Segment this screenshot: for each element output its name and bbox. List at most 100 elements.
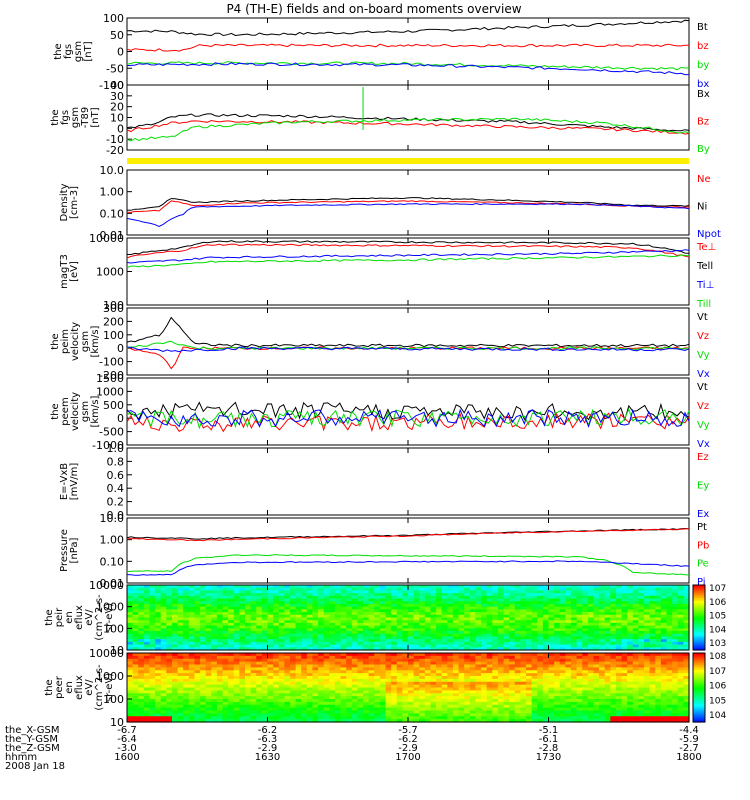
y-axis-label-4: thepeimvelocitygsm[km/s] (50, 322, 101, 361)
ephemeris-label: the_X-GSM (5, 725, 59, 736)
legend-label-Pt: Pt (697, 522, 707, 533)
series-line-Vt (126, 401, 690, 422)
series-line-Bz (126, 119, 690, 135)
y-axis-label-line: eV/ (84, 609, 95, 626)
legend-label-Vy: Vy (697, 350, 710, 361)
y-axis-label-line: E=-VxB (59, 463, 70, 500)
colorbar-tick: 106 (709, 682, 726, 692)
y-tick-label: 10000 (89, 232, 124, 245)
colorbar-cell-8 (693, 599, 705, 602)
spectrogram-9 (127, 653, 690, 723)
series-line-Bx (126, 113, 690, 132)
legend-label-Vx: Vx (697, 369, 710, 380)
y-tick-label: 0.0 (107, 509, 125, 522)
colorbar-cell-9 (693, 718, 705, 721)
colorbar-cell-8 (693, 607, 705, 610)
y-tick-label: 20 (110, 101, 124, 114)
legend-label-Tell: Tell (696, 261, 713, 272)
colorbar-cell-8 (693, 624, 705, 627)
colorbar-cell-8 (693, 609, 705, 612)
colorbar-tick: 105 (709, 612, 726, 622)
colorbar-cell-9 (693, 711, 705, 714)
colorbar-cell-8 (693, 602, 705, 606)
y-axis-label-line: Pressure (59, 529, 70, 572)
y-axis-label-line: [nT] (83, 41, 94, 61)
y-tick-label: 10.0 (100, 164, 125, 177)
colorbar-cell-8 (693, 648, 705, 651)
colorbar-cell-8 (693, 619, 705, 622)
legend-label-bx: bx (697, 79, 709, 90)
colorbar-cell-9 (693, 690, 705, 694)
colorbar-cell-9 (693, 665, 705, 668)
y-axis-label-line: gsm (80, 331, 91, 352)
y-axis-label-line: gsm (73, 41, 84, 62)
ephemeris-value: -2.8 (539, 743, 559, 754)
y-axis-label-0: thefgsgsm[nT] (53, 41, 94, 62)
panel-frame-1 (126, 84, 690, 151)
y-tick-label: -500 (99, 426, 124, 439)
y-axis-label-line: eflux (74, 675, 85, 700)
y-axis-label-line: eV/ (84, 679, 95, 696)
y-axis-label-2: Density[cm-3] (59, 183, 80, 221)
panel-frame-0 (126, 17, 690, 86)
series-line-Tell (127, 240, 690, 255)
ephemeris-value: -6.3 (258, 734, 278, 745)
colorbar-cell-9 (693, 668, 705, 671)
ephemeris-value: -5.7 (398, 725, 418, 736)
colorbar-cell-8 (693, 593, 705, 596)
legend-label-Bz: Bz (697, 117, 709, 128)
y-tick-label: 1000 (96, 670, 124, 683)
y-axis-label-line: (cm^2-s- (94, 594, 105, 641)
colorbar-cell-9 (693, 666, 705, 670)
colorbar-cell-9 (693, 687, 705, 690)
y-axis-label-line: [eV] (69, 261, 80, 282)
colorbar-cell-9 (693, 720, 705, 723)
colorbar-cell-8 (693, 612, 705, 615)
legend-label-Vz: Vz (697, 401, 709, 412)
panel-frame-2 (126, 169, 690, 236)
y-tick-label: 0 (117, 122, 124, 135)
colorbar-cell-8 (693, 594, 705, 597)
y-tick-label: 30 (110, 90, 124, 103)
y-axis-label-7: Pressure[nPa] (59, 529, 80, 572)
legend-label-Ey: Ey (697, 481, 709, 492)
y-axis-label-line: gsm (70, 107, 81, 128)
colorbar-tick: 108 (709, 652, 726, 662)
y-tick-label: -100 (99, 356, 124, 369)
series-line-Te⊥ (126, 243, 690, 259)
colorbar-cell-8 (693, 604, 705, 607)
series-line-Vy (126, 340, 690, 351)
y-axis-label-3: magT3[eV] (59, 254, 80, 289)
y-tick-label: 10 (110, 644, 124, 657)
colorbar-cell-9 (693, 658, 705, 661)
ephemeris-value: 1630 (255, 752, 280, 763)
series-line-By (126, 117, 690, 142)
ephemeris-value: -2.9 (258, 743, 278, 754)
colorbar-cell-9 (693, 661, 705, 664)
y-tick-label: 1500 (96, 372, 124, 385)
y-axis-label-line: en (64, 681, 75, 694)
colorbar-cell-9 (693, 670, 705, 673)
y-axis-label-line: peer (54, 675, 65, 699)
colorbar-cell-9 (693, 671, 705, 675)
chart-title: P4 (TH-E) fields and on-board moments ov… (226, 2, 521, 16)
colorbar-cell-9 (693, 663, 705, 666)
colorbar-cell-9 (693, 716, 705, 720)
y-tick-label: 1.00 (100, 534, 125, 547)
colorbar-cell-8 (693, 591, 705, 594)
colorbar-cell-9 (693, 680, 705, 683)
y-tick-label: -20 (106, 144, 124, 157)
y-axis-label-line: eflux (74, 605, 85, 630)
y-axis-label-1: thefgsgsm-T89[nT] (50, 107, 101, 129)
legend-label-Ti⊥: Ti⊥ (696, 280, 714, 291)
colorbar-cell-9 (693, 678, 705, 682)
panel-frame-4 (126, 307, 690, 376)
colorbar-cell-9 (693, 684, 705, 687)
colorbar-cell-9 (693, 656, 705, 659)
colorbar-cell-9 (693, 694, 705, 697)
y-axis-label-6: E=-VxB[mV/m] (59, 463, 80, 501)
series-line-bx (126, 62, 689, 76)
y-axis-label-line: the (44, 609, 55, 625)
ephemeris-value: -5.9 (679, 734, 699, 745)
colorbar-cell-8 (693, 606, 705, 609)
